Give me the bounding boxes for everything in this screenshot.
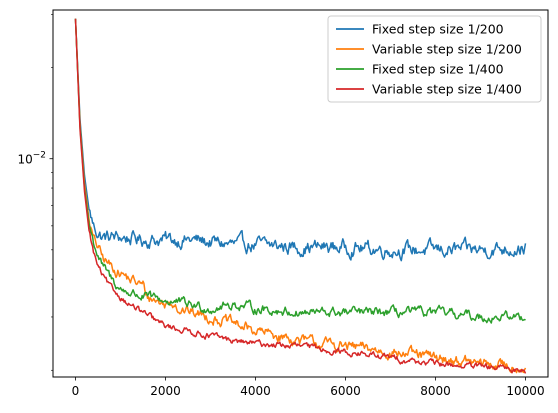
legend-label: Fixed step size 1/400: [372, 62, 504, 77]
x-tick-label: 4000: [240, 384, 271, 398]
series-line-fixed-step-size-1-400: [74, 18, 526, 324]
y-tick-label-exponent: −2: [33, 151, 46, 161]
x-axis: 0 2000 4000 6000 8000 10000: [72, 377, 545, 398]
y-tick-label-base: 10: [17, 153, 32, 167]
legend-label: Variable step size 1/200: [372, 42, 522, 57]
x-tick-label: 6000: [330, 384, 361, 398]
legend-label: Variable step size 1/400: [372, 82, 522, 97]
x-tick-label: 2000: [150, 384, 181, 398]
plot-frame: [52, 9, 549, 378]
legend-box: [327, 15, 542, 103]
x-tick-label: 10000: [506, 384, 544, 398]
legend: Fixed step size 1/200 Variable step size …: [327, 15, 542, 103]
x-tick-label: 0: [72, 384, 80, 398]
series-line-variable-step-size-1-200: [74, 18, 527, 374]
x-tick-label: 8000: [420, 384, 451, 398]
series-line-fixed-step-size-1-200: [74, 18, 527, 262]
series-line-variable-step-size-1-400: [74, 18, 527, 374]
y-axis: 10−2: [17, 14, 53, 371]
legend-label: Fixed step size 1/200: [372, 22, 504, 37]
y-tick-label: 10−2: [17, 151, 46, 167]
series-layer: [74, 18, 527, 374]
